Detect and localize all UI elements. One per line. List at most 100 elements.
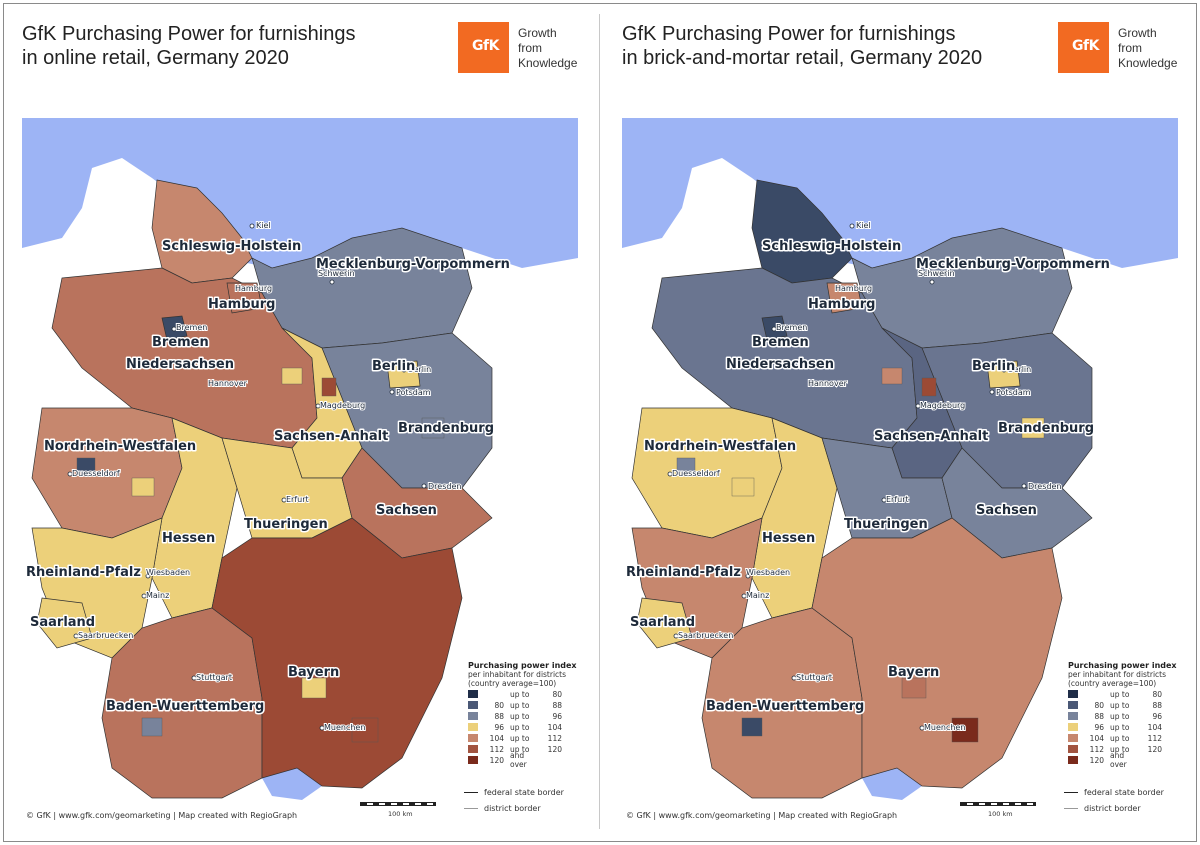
legend-row: 112 up to 120 bbox=[1068, 744, 1178, 754]
state-label-berlin: Berlin bbox=[372, 359, 415, 374]
title-line-2: in brick-and-mortar retail, Germany 2020 bbox=[622, 47, 983, 69]
city-label-wiesbaden: Wiesbaden bbox=[146, 568, 190, 577]
scale-bar-graphic bbox=[360, 802, 436, 806]
legend-row: 104 up to 112 bbox=[1068, 733, 1178, 743]
federal-border-label: federal state border bbox=[484, 787, 564, 797]
legend-swatch bbox=[1068, 701, 1078, 709]
city-dot bbox=[824, 381, 830, 387]
state-label-bremen: Bremen bbox=[752, 335, 809, 350]
state-label-brandenburg: Brandenburg bbox=[398, 421, 494, 436]
city-label-hamburg: Hamburg bbox=[835, 284, 872, 293]
gfk-slogan: Growth from Knowledge bbox=[518, 26, 577, 71]
legend-row: 80 up to 88 bbox=[468, 700, 578, 710]
state-label-bw: Baden-Wuerttemberg bbox=[106, 699, 264, 714]
district-patch bbox=[676, 457, 696, 473]
region-berlin bbox=[386, 360, 421, 389]
legend-mid: up to bbox=[510, 733, 530, 743]
district-patch bbox=[731, 477, 755, 497]
legend-row: 112 up to 120 bbox=[468, 744, 578, 754]
map-title: GfK Purchasing Power for furnishings in … bbox=[622, 22, 982, 70]
city-dot bbox=[929, 279, 935, 285]
city-dot bbox=[281, 497, 287, 503]
city-dot bbox=[839, 285, 845, 291]
title-line-1: GfK Purchasing Power for furnishings bbox=[22, 23, 356, 45]
legend-swatch bbox=[468, 734, 478, 742]
legend-row: up to 80 bbox=[468, 689, 578, 699]
city-label-duesseldorf: Duesseldorf bbox=[72, 469, 120, 478]
city-label-duesseldorf: Duesseldorf bbox=[672, 469, 720, 478]
district-patch bbox=[921, 377, 937, 397]
legend-swatch bbox=[468, 690, 478, 698]
region-schleswig bbox=[751, 179, 853, 284]
city-dot bbox=[141, 593, 147, 599]
gfk-logo: GfK bbox=[458, 22, 509, 73]
slogan-line-1: Growth bbox=[518, 26, 557, 40]
state-label-hessen: Hessen bbox=[162, 531, 215, 546]
state-label-thueringen: Thueringen bbox=[244, 517, 328, 532]
legend-rows: up to 80 80 up to 88 88 up to 96 96 up to 104 104 up… bbox=[468, 689, 578, 769]
legend-to: 120 bbox=[547, 744, 562, 754]
state-label-saarland: Saarland bbox=[630, 615, 695, 630]
federal-border-key: federal state border bbox=[1064, 784, 1164, 800]
legend-from: 88 bbox=[1094, 711, 1104, 721]
legend-to: 104 bbox=[1147, 722, 1162, 732]
district-border-swatch bbox=[1064, 807, 1078, 809]
slogan-line-3: Knowledge bbox=[1118, 56, 1178, 70]
city-label-kiel: Kiel bbox=[856, 221, 871, 230]
map-credit: © GfK | www.gfk.com/geomarketing | Map c… bbox=[626, 811, 898, 820]
city-label-berlin: Berlin bbox=[1008, 365, 1031, 374]
city-label-schwerin: Schwerin bbox=[918, 269, 955, 278]
state-label-meck: Mecklenburg-Vorpommern bbox=[316, 257, 510, 272]
district-patch bbox=[951, 717, 979, 743]
legend-swatch bbox=[1068, 723, 1078, 731]
city-dot bbox=[224, 381, 230, 387]
city-dot bbox=[1001, 367, 1007, 373]
city-dot bbox=[73, 633, 79, 639]
legend-from: 104 bbox=[489, 733, 504, 743]
legend-subtitle-2: (country average=100) bbox=[468, 679, 557, 688]
district-patch bbox=[741, 717, 763, 737]
city-dot bbox=[745, 573, 751, 579]
legend-mid: up to bbox=[1110, 722, 1130, 732]
state-label-hamburg: Hamburg bbox=[208, 297, 275, 312]
panel-divider bbox=[599, 14, 600, 829]
city-dot bbox=[1021, 483, 1027, 489]
state-label-bremen: Bremen bbox=[152, 335, 209, 350]
gfk-logo-text: GfK bbox=[472, 38, 499, 54]
gfk-slogan: Growth from Knowledge bbox=[1118, 26, 1177, 71]
city-label-bremen: Bremen bbox=[776, 323, 807, 332]
city-label-muenchen: Muenchen bbox=[924, 723, 965, 732]
germany-map: Kiel Schwerin Hamburg Bremen Hannover Be… bbox=[22, 118, 578, 828]
legend-mid: and over bbox=[510, 751, 527, 769]
region-bayern bbox=[211, 517, 463, 789]
city-dot bbox=[329, 279, 335, 285]
city-dot bbox=[989, 389, 995, 395]
district-border-label: district border bbox=[484, 803, 541, 813]
state-label-saarland: Saarland bbox=[30, 615, 95, 630]
legend-swatch bbox=[1068, 734, 1078, 742]
state-label-rlp: Rheinland-Pfalz bbox=[626, 565, 741, 580]
city-dot bbox=[791, 675, 797, 681]
state-label-thueringen: Thueringen bbox=[844, 517, 928, 532]
region-hamburg bbox=[226, 282, 263, 314]
city-label-potsdam: Potsdam bbox=[996, 388, 1031, 397]
title-line-2: in online retail, Germany 2020 bbox=[22, 47, 289, 69]
state-label-niedersachsen: Niedersachsen bbox=[726, 357, 834, 372]
city-dot bbox=[667, 471, 673, 477]
state-label-niedersachsen: Niedersachsen bbox=[126, 357, 234, 372]
map-legend: Purchasing power index per inhabitant fo… bbox=[464, 658, 582, 778]
city-dot bbox=[249, 223, 255, 229]
city-label-wiesbaden: Wiesbaden bbox=[746, 568, 790, 577]
legend-from: 80 bbox=[1094, 700, 1104, 710]
map-title: GfK Purchasing Power for furnishings in … bbox=[22, 22, 356, 70]
federal-border-swatch bbox=[464, 791, 478, 793]
district-border-key: district border bbox=[464, 800, 564, 816]
city-dot bbox=[421, 483, 427, 489]
legend-row: 96 up to 104 bbox=[468, 722, 578, 732]
state-label-berlin: Berlin bbox=[972, 359, 1015, 374]
legend-swatch bbox=[1068, 745, 1078, 753]
state-label-schleswig: Schleswig-Holstein bbox=[762, 239, 901, 254]
district-patch bbox=[301, 677, 327, 699]
slogan-line-3: Knowledge bbox=[518, 56, 578, 70]
city-label-schwerin: Schwerin bbox=[318, 269, 355, 278]
